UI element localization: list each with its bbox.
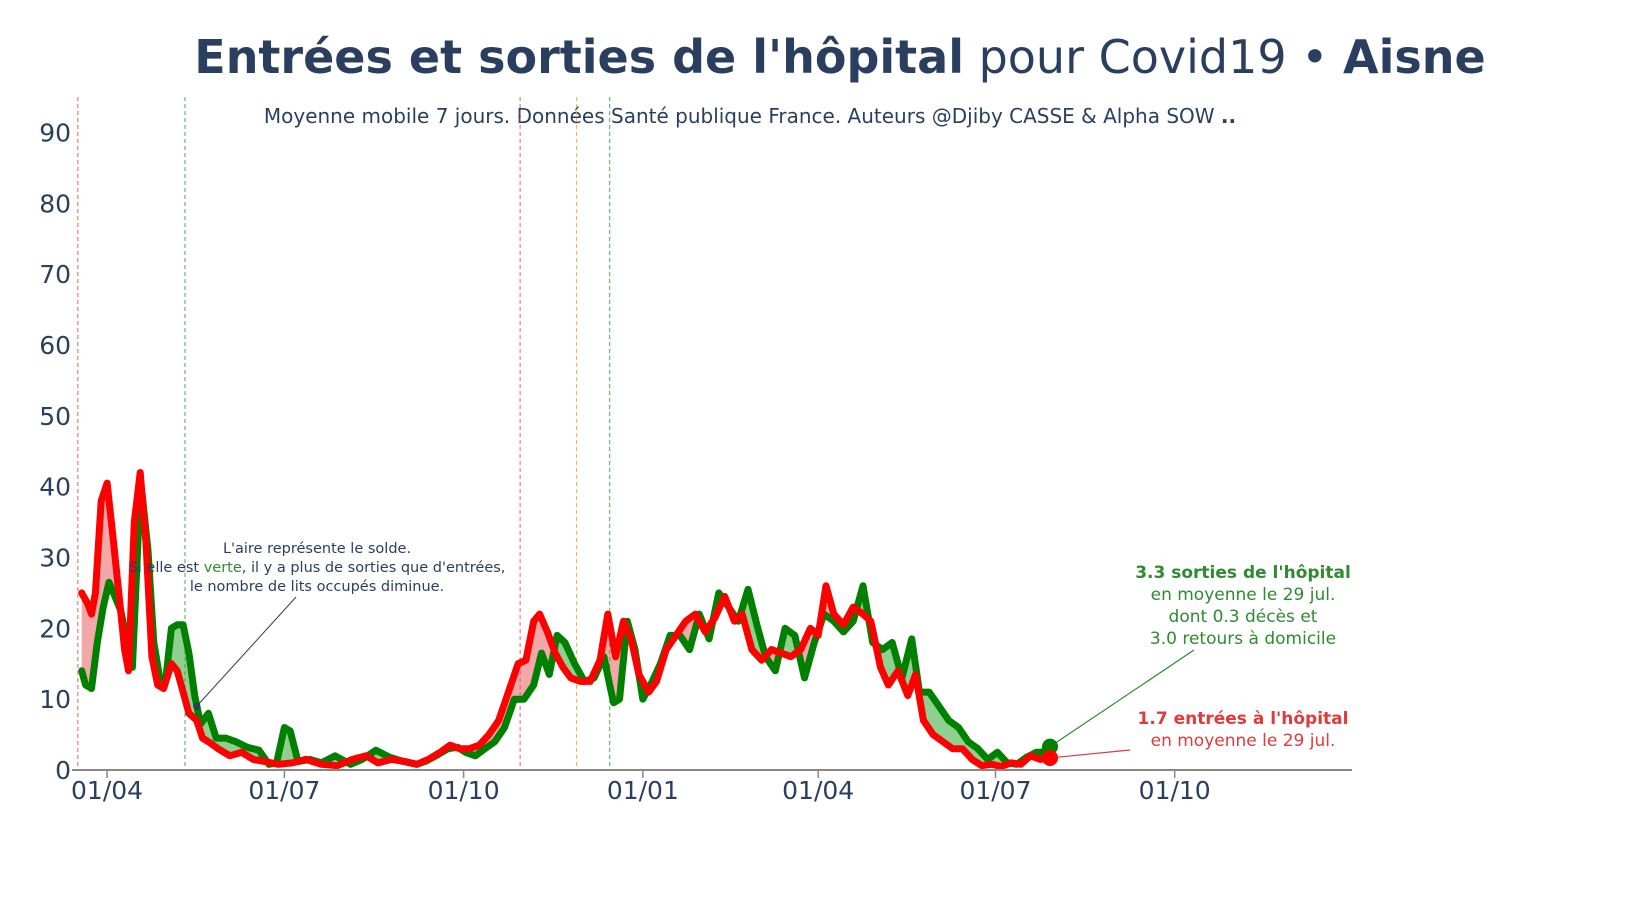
y-tick-label: 90 <box>39 118 71 147</box>
sorties-label-2: en moyenne le 29 jul. <box>1151 585 1336 605</box>
entrees-label-1: 1.7 entrées à l'hôpital <box>1138 709 1349 729</box>
y-tick-label: 60 <box>39 331 71 360</box>
entrees-label-2: en moyenne le 29 jul. <box>1151 731 1336 751</box>
explain-arrow <box>196 596 297 707</box>
balance-area-segment <box>946 717 950 746</box>
y-tick-label: 10 <box>39 685 71 714</box>
balance-area-segment <box>952 723 955 749</box>
balance-area-segment <box>177 624 180 678</box>
x-tick-label: 01/04 <box>71 776 143 805</box>
y-tick-label: 70 <box>39 260 71 289</box>
balance-area-segment <box>933 697 936 736</box>
balance-area-segment <box>787 629 790 656</box>
x-tick-label: 01/07 <box>248 776 320 805</box>
y-tick-label: 20 <box>39 614 71 643</box>
subtitle-text: Moyenne mobile 7 jours. Données Santé pu… <box>263 104 1221 128</box>
explain-line-1: L'aire représente le solde. <box>223 541 411 557</box>
balance-area-segment <box>286 728 289 764</box>
chart-subtitle: Moyenne mobile 7 jours. Données Santé pu… <box>0 104 1500 128</box>
x-tick-label: 01/07 <box>959 776 1031 805</box>
subtitle-dots: .. <box>1220 104 1237 128</box>
balance-area-segment <box>954 724 957 749</box>
balance-area-segment <box>522 661 525 700</box>
explain-dot <box>193 702 201 710</box>
chart-title: Entrées et sorties de l'hôpital pour Cov… <box>0 30 1650 84</box>
balance-area-segment <box>81 592 85 678</box>
balance-area-segment <box>523 660 527 700</box>
balance-area-segment <box>83 596 87 685</box>
sorties-label-3: dont 0.3 décès et <box>1169 607 1318 627</box>
y-tick-label: 50 <box>39 402 71 431</box>
x-tick-label: 01/10 <box>1139 776 1211 805</box>
y-tick-label: 30 <box>39 543 71 572</box>
y-tick-label: 80 <box>39 189 71 218</box>
title-middle: pour Covid19 • <box>978 30 1329 84</box>
end-markers <box>1042 738 1059 766</box>
balance-area-segment <box>937 703 940 739</box>
x-tick-label: 01/01 <box>607 776 679 805</box>
x-axis-ticks: 01/04 01/07 01/10 01/01 01/04 01/07 01/10 <box>71 770 1211 805</box>
x-tick-label: 01/04 <box>782 776 854 805</box>
y-tick-label: 40 <box>39 473 71 502</box>
title-region: Aisne <box>1343 30 1486 84</box>
explain-line-2-post: , il y a plus de sorties que d'entrées, <box>242 560 506 576</box>
balance-area-segment <box>85 599 88 687</box>
y-axis-ticks: 0 10 20 30 40 50 60 70 80 90 <box>39 118 71 785</box>
balance-area-segment <box>175 624 178 671</box>
balance-area-segment <box>788 631 792 657</box>
entrees-end-marker <box>1042 749 1059 766</box>
title-main: Entrées et sorties de l'hôpital <box>194 30 964 84</box>
balance-area-segment <box>931 694 934 735</box>
explain-line-3: le nombre de lits occupés diminue. <box>190 579 444 595</box>
event-lines <box>77 97 611 770</box>
explain-line-2-pre: Si elle est <box>129 560 204 576</box>
explain-line-2: Si elle est verte, il y a plus de sortie… <box>129 560 506 576</box>
entrees-arrow <box>1049 749 1131 759</box>
explain-word-verte: verte <box>204 560 242 576</box>
x-tick-label: 01/10 <box>428 776 500 805</box>
sorties-arrow <box>1049 649 1195 748</box>
balance-area-segment <box>87 603 90 688</box>
sorties-label-1: 3.3 sorties de l'hôpital <box>1135 563 1351 583</box>
annotations: L'aire représente le solde. Si elle est … <box>129 541 1351 759</box>
balance-area-segment <box>929 692 932 732</box>
balance-area-segment <box>948 720 952 748</box>
sorties-label-4: 3.0 retours à domicile <box>1150 629 1336 649</box>
balance-area-segment <box>927 692 930 729</box>
balance-area-segment <box>520 661 523 700</box>
series-line-sorties <box>78 490 1054 768</box>
sorties-end-marker <box>1042 738 1059 755</box>
balance-area-segment <box>103 488 106 608</box>
balance-area-segment <box>613 646 616 703</box>
series-line-entrees <box>78 469 1054 770</box>
balance-area-segment <box>935 700 938 738</box>
y-tick-label: 0 <box>55 756 71 785</box>
balance-area <box>81 472 1051 767</box>
balance-area-segment <box>950 721 954 749</box>
series-lines <box>78 469 1054 770</box>
balance-area-segment <box>888 643 891 685</box>
